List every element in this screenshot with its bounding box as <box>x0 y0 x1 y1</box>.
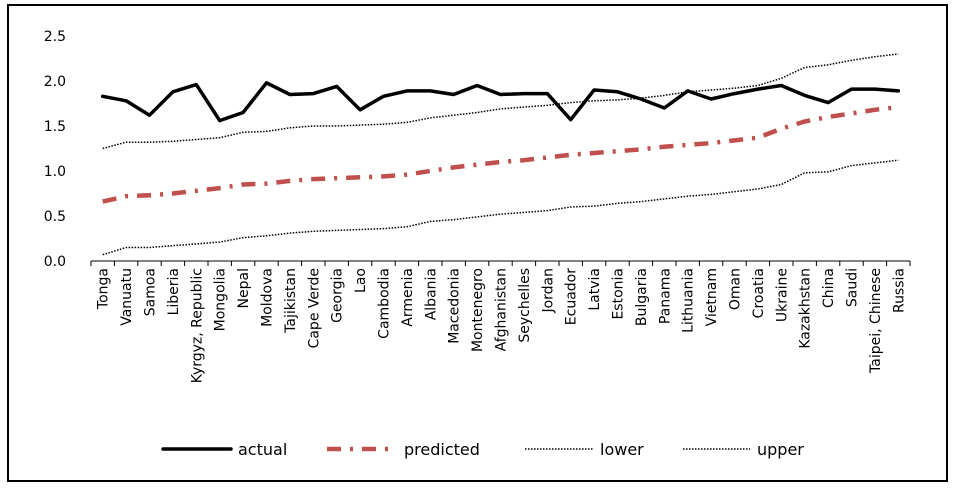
x-tick-label: Lao <box>353 268 369 293</box>
y-tick-label: 2.0 <box>44 74 66 90</box>
chart-frame <box>7 4 948 482</box>
x-tick-label: Jordan <box>540 268 556 314</box>
y-tick-label: 2.5 <box>44 29 66 45</box>
x-tick-label: Oman <box>728 268 744 310</box>
x-tick-label: Albania <box>423 268 439 320</box>
series-line-lower <box>102 159 899 256</box>
x-tick-label: Taipei, Chinese <box>868 268 884 374</box>
y-tick-label: 1.5 <box>44 119 66 135</box>
x-tick-label: Nepal <box>236 268 252 308</box>
x-tick-label: Ecuador <box>564 268 580 325</box>
x-tick-label: Tajikistan <box>283 268 299 334</box>
legend-label-lower: lower <box>600 440 644 459</box>
x-tick-label: Panama <box>657 268 673 324</box>
x-tick-label: Saudi <box>845 268 861 307</box>
series-line-actual <box>100 81 901 123</box>
x-tick-label: Samoa <box>143 268 159 316</box>
x-tick-label: Kazakhstan <box>798 268 814 349</box>
y-tick-label: 0.0 <box>44 254 66 270</box>
x-tick-label: Latvia <box>587 268 603 311</box>
y-tick-label: 1.0 <box>44 164 66 180</box>
legend-label-upper: upper <box>757 440 804 459</box>
x-tick-label: China <box>821 268 837 308</box>
x-tick-label: Mongolia <box>213 268 229 331</box>
series-line-predicted <box>102 104 899 204</box>
x-tick-label: Georgia <box>330 268 346 323</box>
legend-label-actual: actual <box>238 440 287 459</box>
x-tick-label: Afghanistan <box>494 268 510 351</box>
y-tick-label: 0.5 <box>44 209 66 225</box>
x-tick-label: Vietnam <box>704 268 720 326</box>
x-tick-label: Tonga <box>96 268 112 310</box>
x-tick-label: Moldova <box>260 268 276 327</box>
legend-label-predicted: predicted <box>404 440 480 459</box>
x-tick-label: Russia <box>891 268 907 313</box>
x-tick-label: Croatia <box>751 268 767 318</box>
x-tick-label: Ukraine <box>774 268 790 322</box>
x-tick-label: Montenegro <box>470 268 486 352</box>
series-line-upper <box>102 53 899 150</box>
x-tick-label: Bulgaria <box>634 268 650 326</box>
x-tick-label: Seychelles <box>517 268 533 343</box>
x-tick-label: Cambodia <box>377 268 393 339</box>
x-tick-label: Estonia <box>611 268 627 320</box>
x-tick-label: Lithuania <box>681 268 697 333</box>
x-tick-label: Cape Verde <box>306 268 322 348</box>
x-tick-label: Kyrgyz, Republic <box>189 268 205 383</box>
x-tick-label: Vanuatu <box>119 268 135 326</box>
x-tick-label: Liberia <box>166 268 182 315</box>
x-tick-label: Armenia <box>400 268 416 327</box>
x-tick-label: Macedonia <box>447 268 463 344</box>
